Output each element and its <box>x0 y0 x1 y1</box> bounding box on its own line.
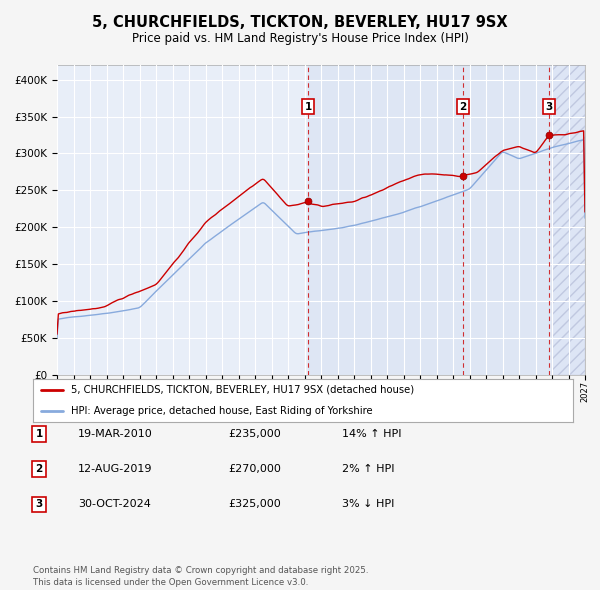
Text: 3% ↓ HPI: 3% ↓ HPI <box>342 500 394 509</box>
Text: £325,000: £325,000 <box>228 500 281 509</box>
Text: 5, CHURCHFIELDS, TICKTON, BEVERLEY, HU17 9SX (detached house): 5, CHURCHFIELDS, TICKTON, BEVERLEY, HU17… <box>71 385 414 395</box>
Text: 1: 1 <box>35 429 43 438</box>
Text: £235,000: £235,000 <box>228 429 281 438</box>
Text: 2% ↑ HPI: 2% ↑ HPI <box>342 464 395 474</box>
Text: £270,000: £270,000 <box>228 464 281 474</box>
Bar <box>308 65 549 375</box>
Text: 5, CHURCHFIELDS, TICKTON, BEVERLEY, HU17 9SX: 5, CHURCHFIELDS, TICKTON, BEVERLEY, HU17… <box>92 15 508 30</box>
Text: 12-AUG-2019: 12-AUG-2019 <box>78 464 152 474</box>
Text: 2: 2 <box>460 101 467 112</box>
Text: 14% ↑ HPI: 14% ↑ HPI <box>342 429 401 438</box>
Text: Contains HM Land Registry data © Crown copyright and database right 2025.
This d: Contains HM Land Registry data © Crown c… <box>33 566 368 587</box>
Text: 2: 2 <box>35 464 43 474</box>
Text: 1: 1 <box>304 101 311 112</box>
Text: Price paid vs. HM Land Registry's House Price Index (HPI): Price paid vs. HM Land Registry's House … <box>131 32 469 45</box>
Text: 3: 3 <box>545 101 553 112</box>
Text: HPI: Average price, detached house, East Riding of Yorkshire: HPI: Average price, detached house, East… <box>71 407 373 416</box>
Bar <box>552 65 585 375</box>
Text: 3: 3 <box>35 500 43 509</box>
Bar <box>552 65 585 375</box>
Text: 30-OCT-2024: 30-OCT-2024 <box>78 500 151 509</box>
Text: 19-MAR-2010: 19-MAR-2010 <box>78 429 153 438</box>
